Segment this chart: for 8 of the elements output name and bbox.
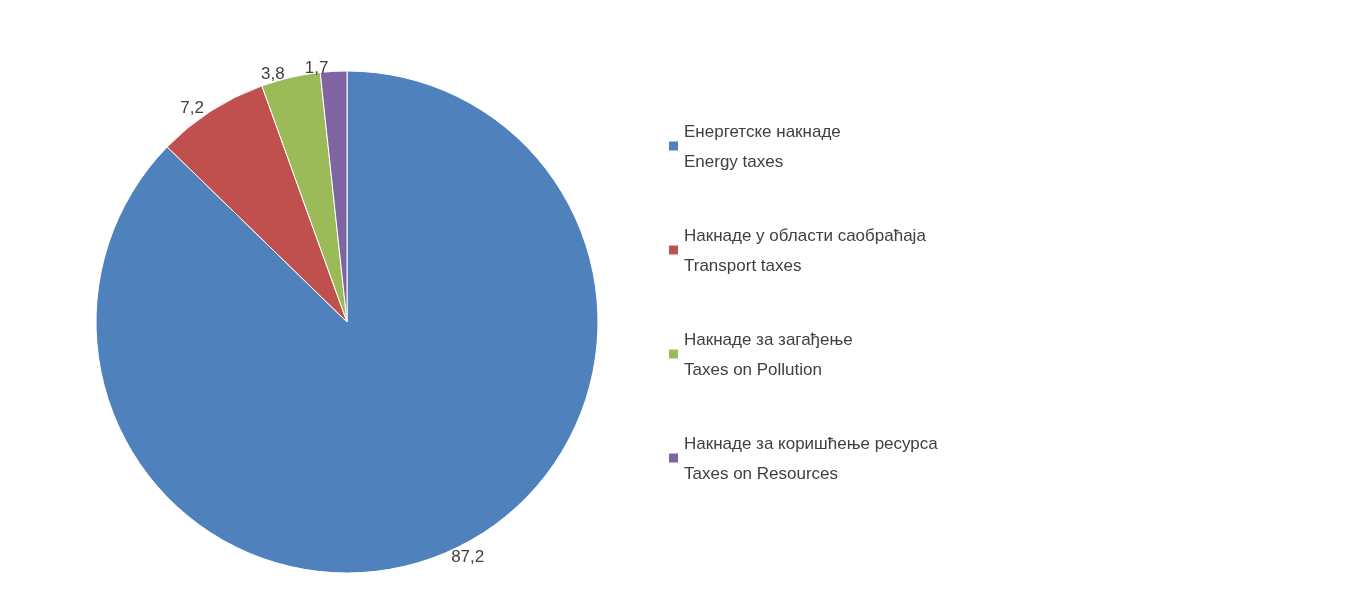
legend-label: Накнаде за коришћење ресурса Taxes on Resources [684, 433, 939, 483]
data-label: 3,8 [261, 64, 285, 84]
data-label: 7,2 [180, 98, 204, 118]
data-label: 1,7 [304, 57, 329, 77]
legend-label: Енергетске накнаде Energy taxes [684, 121, 841, 171]
legend-label: Накнаде за загађење Taxes on Pollution [684, 329, 853, 379]
legend-label: Накнаде у области саобраћаја Transport taxes [684, 225, 927, 275]
data-label: 87,2 [451, 547, 485, 567]
